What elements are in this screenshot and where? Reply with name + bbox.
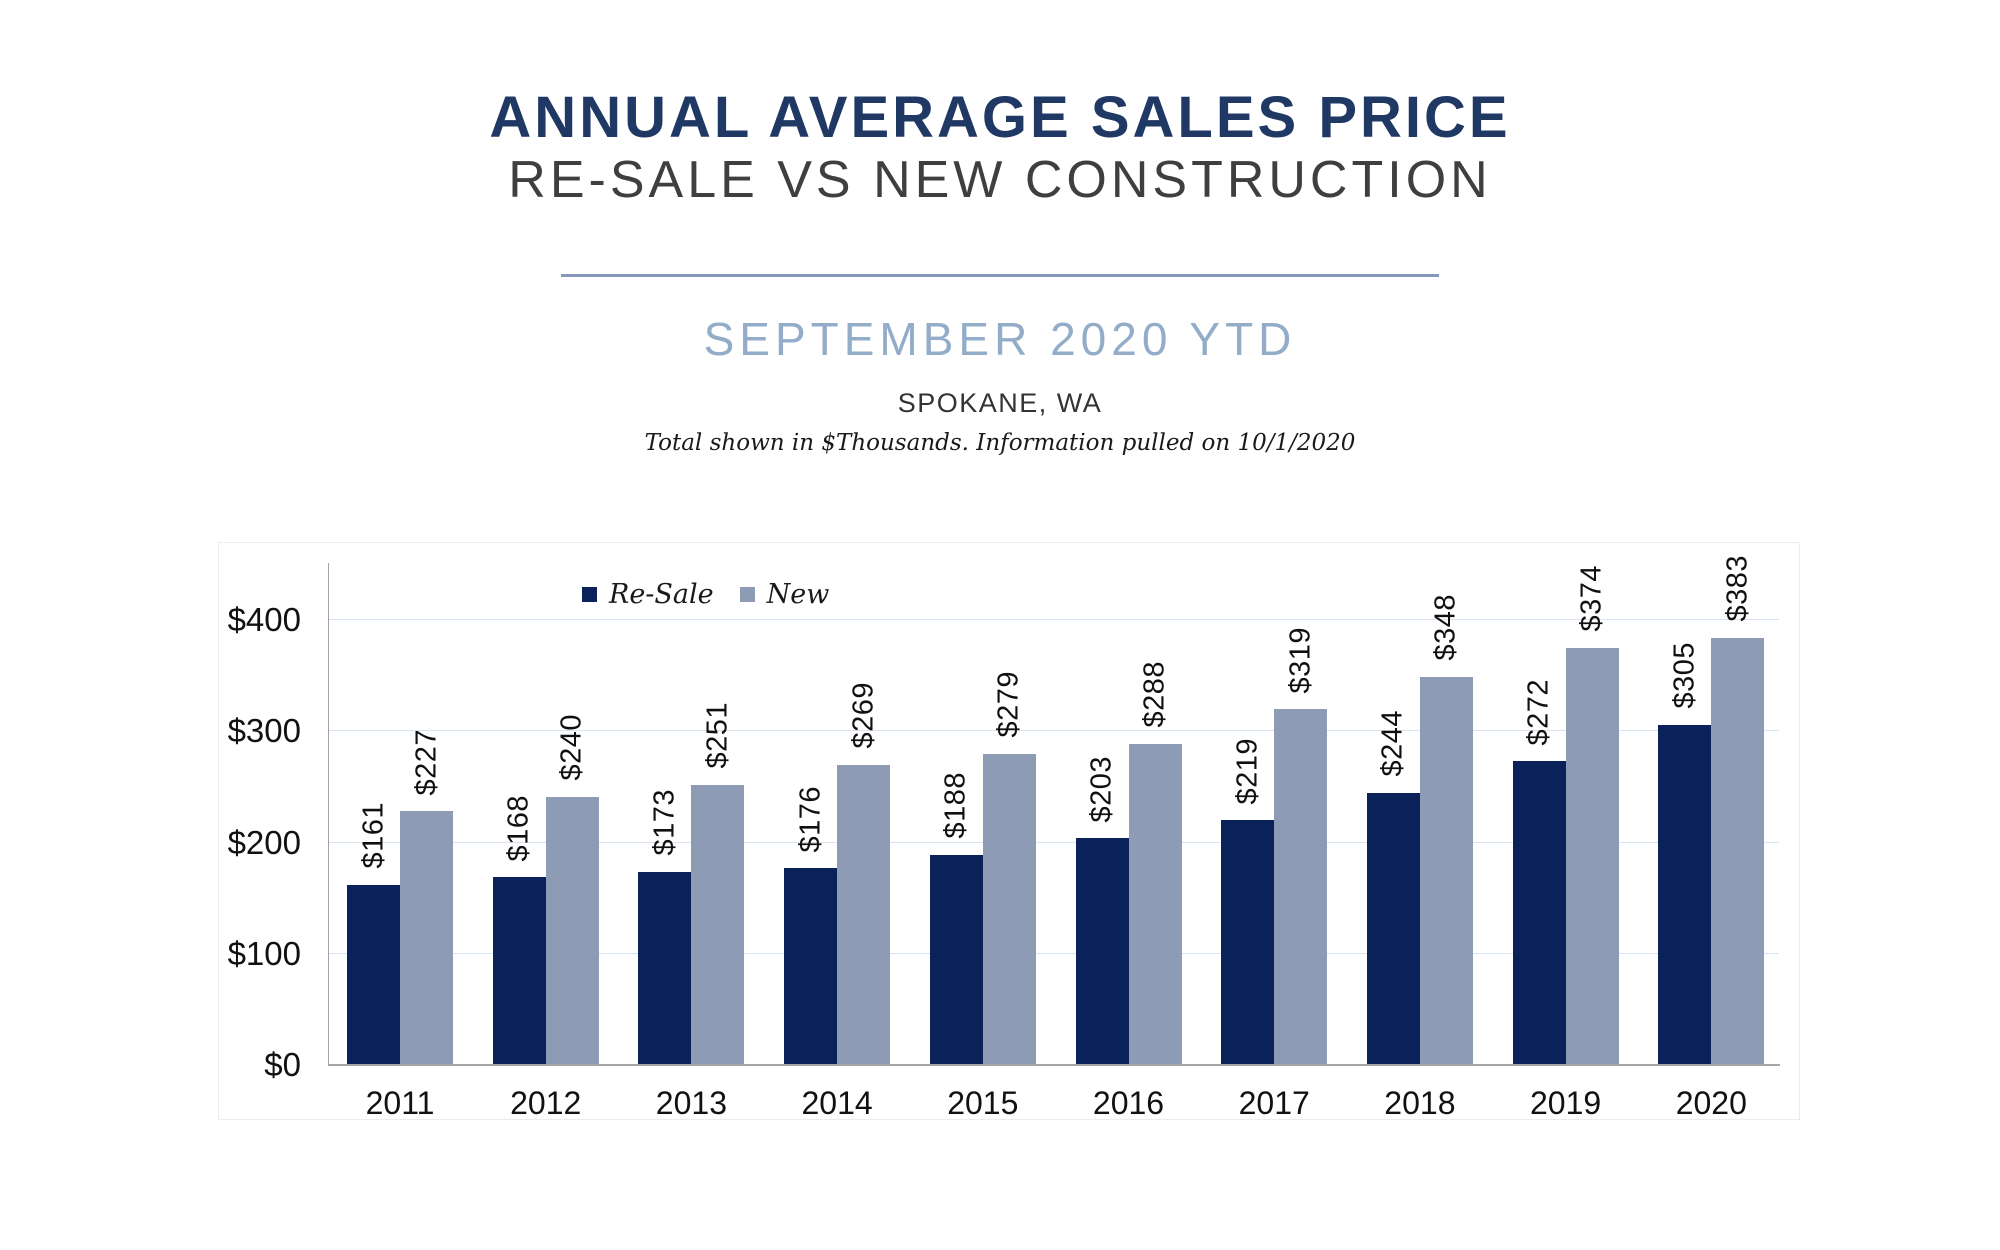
bar-new-2013 xyxy=(691,784,745,1064)
chart-legend: Re-Sale New xyxy=(582,581,829,608)
bar-resale-2014 xyxy=(784,868,838,1064)
bar-value-resale-2017: $219 xyxy=(1231,737,1264,805)
page-title: ANNUAL AVERAGE SALES PRICE xyxy=(489,85,1511,150)
y-tick-$200: $200 xyxy=(227,823,301,861)
x-axis-line xyxy=(328,1064,1780,1066)
y-tick-$300: $300 xyxy=(227,712,301,750)
bar-value-new-2013: $251 xyxy=(701,702,734,769)
bar-new-2016 xyxy=(1128,743,1182,1064)
bar-value-new-2011: $227 xyxy=(410,728,442,796)
x-tick-2014: 2014 xyxy=(801,1085,873,1121)
x-tick-2020: 2020 xyxy=(1675,1085,1747,1121)
y-axis-line xyxy=(328,563,329,1064)
bar-value-resale-2016: $203 xyxy=(1085,755,1118,823)
bar-resale-2020 xyxy=(1658,724,1712,1064)
bar-new-2020 xyxy=(1711,637,1765,1064)
bar-value-resale-2019: $272 xyxy=(1522,678,1555,746)
bar-value-new-2012: $240 xyxy=(555,714,588,781)
bar-value-resale-2011: $161 xyxy=(357,802,389,869)
bar-resale-2019 xyxy=(1512,761,1566,1064)
gridline-$400 xyxy=(328,619,1779,620)
bar-resale-2011 xyxy=(347,884,400,1064)
bar-value-resale-2018: $244 xyxy=(1376,710,1409,777)
bar-value-new-2018: $348 xyxy=(1429,594,1462,661)
location-label: SPOKANE, WA xyxy=(897,388,1103,418)
bar-new-2019 xyxy=(1565,647,1619,1064)
bar-new-2012 xyxy=(545,797,599,1064)
bar-new-2015 xyxy=(982,753,1036,1064)
bar-value-resale-2014: $176 xyxy=(794,785,827,853)
bar-chart: Re-Sale New $0 $100 $200 $300 $400 $161 $168 $1… xyxy=(218,542,1800,1120)
bar-value-new-2015: $279 xyxy=(992,671,1025,738)
bar-resale-2013 xyxy=(638,871,692,1064)
bar-resale-2018 xyxy=(1366,792,1420,1064)
x-tick-2012: 2012 xyxy=(510,1085,582,1121)
bar-value-resale-2015: $188 xyxy=(939,772,972,839)
bar-resale-2012 xyxy=(492,877,546,1064)
y-tick-$400: $400 xyxy=(227,601,301,638)
bar-new-2018 xyxy=(1419,676,1473,1064)
x-tick-2018: 2018 xyxy=(1384,1085,1456,1121)
legend-item-resale: Re-Sale xyxy=(582,581,714,608)
x-tick-2016: 2016 xyxy=(1092,1085,1165,1121)
bar-new-2011 xyxy=(400,811,453,1064)
header-divider xyxy=(561,274,1439,277)
gridline-$300 xyxy=(328,730,1779,732)
x-tick-2019: 2019 xyxy=(1530,1085,1602,1121)
x-tick-2013: 2013 xyxy=(655,1085,727,1121)
period-label: SEPTEMBER 2020 YTD xyxy=(703,313,1297,365)
page-subtitle: RE-SALE VS NEW CONSTRUCTION xyxy=(508,151,1492,209)
bar-resale-2017 xyxy=(1221,820,1275,1064)
gridline-$200 xyxy=(328,841,1779,843)
bar-value-resale-2020: $305 xyxy=(1668,642,1701,709)
y-tick-$100: $100 xyxy=(227,934,301,972)
gridline-$100 xyxy=(328,952,1779,954)
bar-new-2014 xyxy=(837,764,891,1064)
x-tick-2011: 2011 xyxy=(365,1085,435,1121)
bar-resale-2015 xyxy=(929,854,983,1064)
bar-value-new-2019: $374 xyxy=(1575,565,1608,632)
bar-value-new-2014: $269 xyxy=(847,682,880,749)
legend-label-resale: Re-Sale xyxy=(609,579,714,610)
bar-value-resale-2012: $168 xyxy=(502,794,535,862)
bar-new-2017 xyxy=(1274,709,1328,1064)
new-swatch-icon xyxy=(739,587,755,602)
bar-resale-2016 xyxy=(1075,838,1129,1064)
x-tick-2017: 2017 xyxy=(1238,1085,1310,1121)
bar-value-resale-2013: $173 xyxy=(648,789,681,856)
footnote: Total shown in $Thousands. Information p… xyxy=(644,430,1356,456)
x-tick-2015: 2015 xyxy=(947,1085,1019,1121)
resale-swatch-icon xyxy=(582,587,597,602)
legend-label-new: New xyxy=(766,579,830,610)
y-tick-$0: $0 xyxy=(264,1046,301,1083)
bar-value-new-2016: $288 xyxy=(1138,661,1171,728)
bar-value-new-2017: $319 xyxy=(1284,626,1317,694)
bar-value-new-2020: $383 xyxy=(1721,555,1754,622)
legend-item-new: New xyxy=(739,579,830,610)
